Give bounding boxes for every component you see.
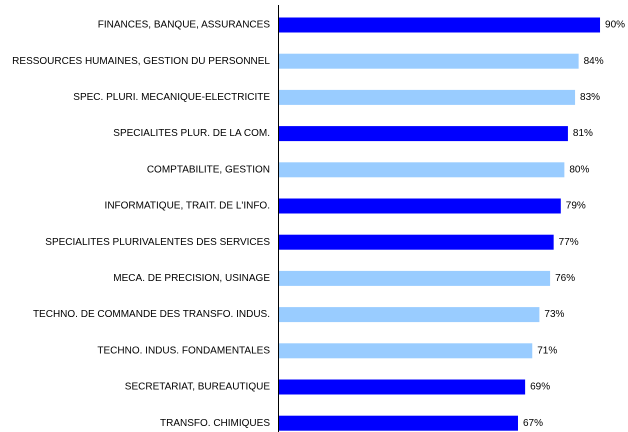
value-label: 83% [580,92,600,103]
bar [279,162,565,178]
bar [279,307,540,323]
category-label: SPEC. PLURI. MECANIQUE-ELECTRICITE [73,92,270,103]
category-label: TECHNO. DE COMMANDE DES TRANSFO. INDUS. [33,309,270,320]
bar [279,126,568,142]
category-label: SPECIALITES PLURIVALENTES DES SERVICES [45,237,270,248]
category-label: MECA. DE PRECISION, USINAGE [113,273,270,284]
value-label: 84% [584,56,604,67]
category-label: INFORMATIQUE, TRAIT. DE L'INFO. [105,201,270,212]
category-label: TRANSFO. CHIMIQUES [160,418,270,429]
value-label: 71% [537,345,557,356]
category-label: SECRETARIAT, BUREAUTIQUE [125,382,271,393]
bar [279,343,533,359]
value-label: 81% [573,128,593,139]
value-label: 76% [555,273,575,284]
bar [279,415,518,431]
value-label: 67% [523,418,543,429]
category-label: SPECIALITES PLUR. DE LA COM. [113,128,270,139]
value-label: 79% [566,201,586,212]
category-label: COMPTABILITE, GESTION [147,164,270,175]
category-label: FINANCES, BANQUE, ASSURANCES [98,20,271,31]
bar [279,17,601,33]
value-label: 80% [569,164,589,175]
bar [279,234,554,250]
bar [279,379,526,395]
bar [279,53,579,69]
value-label: 69% [530,382,550,393]
bar [279,198,561,214]
bar [279,89,576,105]
value-label: 73% [544,309,564,320]
category-label: RESSOURCES HUMAINES, GESTION DU PERSONNE… [12,56,270,67]
bar [279,270,551,286]
value-label: 90% [605,20,625,31]
value-label: 77% [559,237,579,248]
category-label: TECHNO. INDUS. FONDAMENTALES [97,345,270,356]
